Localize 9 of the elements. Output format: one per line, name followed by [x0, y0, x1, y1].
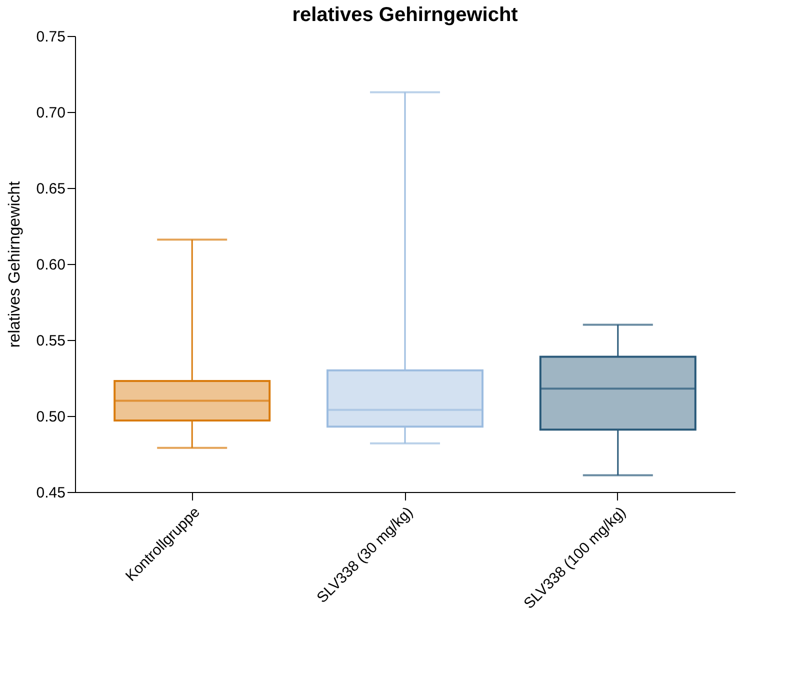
y-tick-label: 0.65 [36, 180, 66, 198]
chart-title: relatives Gehirngewicht [292, 4, 518, 26]
y-tick-label: 0.45 [36, 484, 66, 502]
y-tick-label: 0.60 [36, 256, 66, 274]
y-tick-label: 0.75 [36, 28, 66, 46]
y-tick-label: 0.70 [36, 104, 66, 122]
y-tick-label: 0.55 [36, 332, 66, 350]
y-axis-title: relatives Gehirngewicht [6, 180, 24, 348]
y-tick-label: 0.50 [36, 408, 66, 426]
